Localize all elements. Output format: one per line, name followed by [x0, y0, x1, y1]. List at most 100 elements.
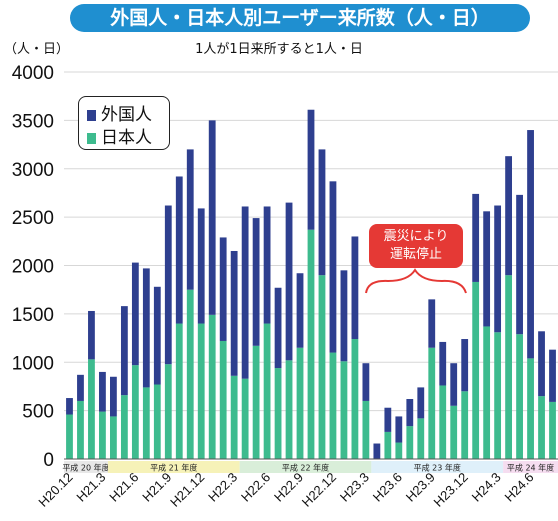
x-tick-label: H21.12: [167, 470, 207, 510]
chart-title: 外国人・日本人別ユーザー来所数（人・日）: [110, 7, 490, 29]
y-tick-label: 3500: [12, 111, 54, 132]
bar-foreign: [77, 374, 84, 401]
bar-foreign: [450, 363, 458, 406]
bar-japanese: [186, 289, 194, 459]
bar-foreign: [230, 250, 238, 376]
fiscal-year-band: [107, 461, 240, 473]
bar-japanese: [439, 385, 447, 459]
y-tick-label: 4000: [12, 63, 54, 84]
legend-swatch-japanese: [87, 133, 96, 144]
fiscal-year-band: [371, 461, 504, 473]
bar-foreign: [219, 237, 227, 341]
bar-japanese: [362, 400, 370, 459]
bar-japanese: [208, 314, 216, 459]
bar-foreign: [318, 149, 326, 276]
bar-japanese: [527, 358, 534, 459]
fiscal-year-band: [503, 461, 558, 473]
bar-foreign: [153, 286, 161, 385]
bar-foreign: [263, 206, 271, 324]
bar-japanese: [164, 364, 172, 459]
y-tick-label: 1000: [12, 353, 54, 374]
bar-foreign: [109, 376, 117, 417]
title-banner: [70, 4, 530, 32]
bar-japanese: [241, 378, 249, 459]
bar-japanese: [417, 418, 425, 459]
legend-item-foreign: 外国人: [87, 100, 152, 125]
bar-japanese: [505, 275, 513, 459]
bar-japanese: [99, 411, 106, 459]
fiscal-year-label: 平成 22 年度: [282, 463, 329, 473]
bar-japanese: [197, 323, 205, 459]
legend: 外国人 日本人: [78, 96, 170, 150]
bar-japanese: [263, 323, 271, 459]
bar-japanese: [318, 275, 326, 459]
bar-foreign: [340, 270, 348, 362]
bar-japanese: [472, 281, 480, 459]
x-tick-label: H22.12: [299, 470, 339, 510]
bar-japanese: [538, 396, 545, 459]
x-tick-label: H20.12: [35, 470, 75, 510]
shutdown-note: 震災により 運転停止: [369, 224, 463, 268]
note-line-2: 運転停止: [389, 247, 442, 262]
bar-foreign: [307, 109, 315, 230]
x-tick-label: H21.6: [106, 470, 141, 505]
bar-foreign: [274, 287, 282, 369]
bar-foreign: [142, 268, 150, 388]
x-tick-label: H24.6: [502, 470, 537, 505]
bar-foreign: [461, 339, 469, 392]
x-tick-label: H23.3: [337, 470, 372, 505]
bar-foreign: [373, 443, 381, 459]
bar-japanese: [549, 401, 556, 459]
y-tick-label: 2500: [12, 208, 54, 229]
bar-foreign: [131, 262, 139, 366]
bar-japanese: [274, 368, 282, 459]
y-tick-label: 0: [43, 450, 54, 471]
fiscal-year-band: [239, 461, 372, 473]
bar-japanese: [131, 365, 139, 459]
bar-foreign: [549, 349, 556, 402]
bar-foreign: [494, 205, 502, 333]
bar-japanese: [88, 359, 95, 459]
y-tick-label: 500: [22, 402, 54, 423]
bar-foreign: [197, 208, 205, 324]
bar-japanese: [285, 360, 293, 459]
y-unit-label: （人・日）: [4, 42, 70, 57]
bar-japanese: [395, 442, 403, 459]
legend-item-japanese: 日本人: [87, 123, 152, 148]
bar-foreign: [417, 387, 425, 419]
bar-japanese: [351, 339, 359, 459]
bar-foreign: [252, 218, 260, 346]
bar-foreign: [120, 306, 128, 396]
bar-foreign: [395, 416, 403, 443]
bar-foreign: [483, 211, 491, 327]
bar-foreign: [186, 149, 194, 290]
bar-foreign: [428, 299, 436, 348]
bar-japanese: [109, 416, 117, 459]
bar-foreign: [439, 341, 447, 386]
legend-swatch-foreign: [87, 110, 96, 121]
bar-foreign: [329, 181, 337, 353]
y-tick-label: 2000: [12, 257, 54, 278]
legend-label-foreign: 外国人: [101, 105, 152, 125]
bar-foreign: [164, 205, 172, 365]
bar-japanese: [461, 391, 469, 459]
bar-japanese: [516, 334, 523, 459]
y-tick-label: 3000: [12, 160, 54, 181]
x-tick-label: H21.3: [73, 470, 108, 505]
bar-foreign: [351, 236, 359, 340]
bar-japanese: [329, 352, 337, 459]
bar-foreign: [285, 202, 293, 361]
bar-foreign: [175, 176, 183, 324]
bar-foreign: [88, 310, 95, 360]
bar-japanese: [230, 375, 238, 459]
fiscal-year-label: 平成 20 年度: [62, 463, 109, 473]
bar-japanese: [296, 347, 304, 459]
chart-subtitle: 1人が1日来所すると1人・日: [195, 42, 363, 57]
y-tick-label: 1500: [12, 305, 54, 326]
bar-japanese: [483, 326, 491, 459]
bar-japanese: [340, 361, 348, 459]
bar-japanese: [494, 332, 502, 459]
bar-japanese: [120, 395, 128, 459]
bar-foreign: [406, 399, 414, 427]
